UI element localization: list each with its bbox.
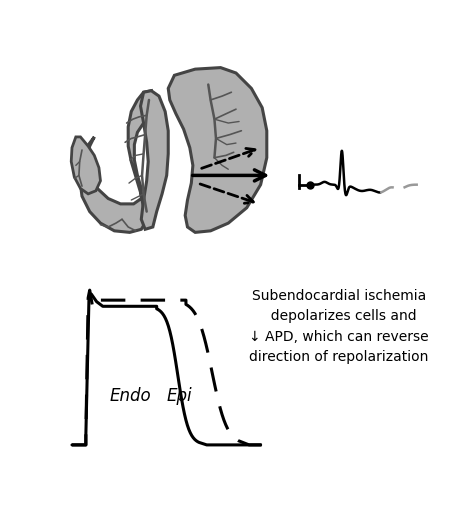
Polygon shape [80,91,151,232]
Text: Subendocardial ischemia
  depolarizes cells and
↓ APD, which can reverse
directi: Subendocardial ischemia depolarizes cell… [249,289,428,365]
Text: Endo: Endo [109,388,151,406]
Text: Epi: Epi [167,388,192,406]
Polygon shape [140,91,168,229]
Polygon shape [168,68,267,232]
Polygon shape [71,137,100,194]
